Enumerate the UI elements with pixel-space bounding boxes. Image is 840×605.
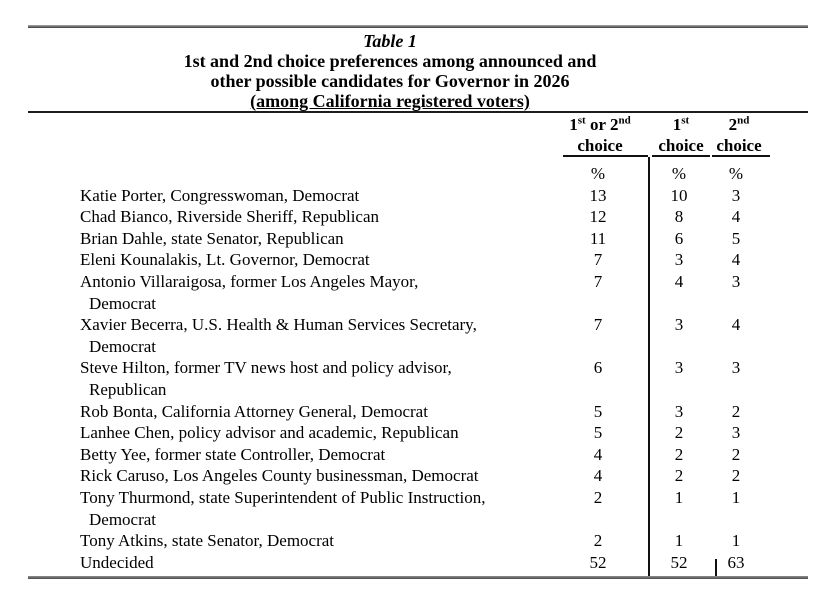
table-body: % % % Katie Porter, Congresswoman, Democ…	[28, 163, 768, 573]
second-choice-value: 2	[731, 401, 741, 421]
candidate-name: Tony Thurmond, state Superintendent of P…	[80, 487, 486, 529]
first-or-second-choice-value: 5	[593, 423, 603, 443]
first-or-second-choice-value: 4	[593, 466, 603, 486]
table-bottom-rule	[28, 576, 808, 579]
header-top-rule	[28, 111, 808, 113]
column-header-first-or-second-choice: 1st or 2nd choice	[552, 114, 648, 156]
first-choice-value: 2	[674, 423, 684, 443]
column-header-line1: 1st	[672, 114, 690, 134]
first-choice-value: 3	[674, 250, 684, 270]
table-row: Katie Porter, Congresswoman, Democrat 13…	[28, 185, 768, 207]
column-header-line1: 1st or 2nd	[569, 114, 631, 134]
candidate-name: Rob Bonta, California Attorney General, …	[80, 401, 428, 421]
first-or-second-choice-value: 4	[593, 444, 603, 464]
table-row: Rick Caruso, Los Angeles County business…	[28, 465, 768, 487]
second-choice-value: 2	[731, 444, 741, 464]
first-or-second-choice-value: 7	[593, 250, 603, 270]
second-choice-value: 3	[731, 423, 741, 443]
table-row: Antonio Villaraigosa, former Los Angeles…	[28, 271, 768, 314]
first-or-second-choice-value: 5	[593, 401, 603, 421]
candidate-name: Undecided	[80, 552, 154, 572]
column-header-line2: choice	[658, 136, 704, 155]
table-row: Rob Bonta, California Attorney General, …	[28, 401, 768, 423]
header-underline-col1	[563, 155, 648, 157]
candidate-name: Tony Atkins, state Senator, Democrat	[80, 531, 335, 551]
table-caption: Table 1	[363, 31, 417, 51]
first-choice-value: 1	[674, 531, 684, 551]
column-divider-line	[648, 157, 650, 577]
table-row: Brian Dahle, state Senator, Republican 1…	[28, 228, 768, 250]
bottom-cell-border-tick	[715, 559, 717, 577]
column-header-line2: choice	[716, 136, 762, 155]
second-choice-value: 2	[731, 466, 741, 486]
table-row: Eleni Kounalakis, Lt. Governor, Democrat…	[28, 249, 768, 271]
second-choice-value: 5	[731, 228, 741, 248]
second-choice-value: 4	[731, 207, 741, 227]
second-choice-value: 3	[731, 271, 741, 291]
second-choice-value: 1	[731, 531, 741, 551]
first-choice-value: 3	[674, 358, 684, 378]
first-choice-value: 4	[674, 271, 684, 291]
second-choice-value: 1	[731, 487, 741, 507]
first-or-second-choice-value: 11	[589, 228, 607, 248]
table-top-rule	[28, 25, 808, 28]
first-or-second-choice-value: 7	[593, 315, 603, 335]
percent-row: % % %	[28, 163, 768, 185]
table-row: Steve Hilton, former TV news host and po…	[28, 357, 768, 400]
first-choice-value: 3	[674, 401, 684, 421]
candidate-name: Katie Porter, Congresswoman, Democrat	[80, 185, 360, 205]
first-choice-value: 52	[670, 552, 688, 572]
header-underline-col2	[652, 155, 710, 157]
table-row: Tony Atkins, state Senator, Democrat 2 1…	[28, 530, 768, 552]
candidate-name: Rick Caruso, Los Angeles County business…	[80, 466, 479, 486]
second-choice-value: 63	[727, 552, 745, 572]
first-choice-value: 8	[674, 207, 684, 227]
table-row: Lanhee Chen, policy advisor and academic…	[28, 422, 768, 444]
second-choice-value: 4	[731, 250, 741, 270]
first-or-second-choice-value: 52	[589, 552, 607, 572]
candidate-name: Eleni Kounalakis, Lt. Governor, Democrat	[80, 250, 370, 270]
second-choice-value: 3	[731, 185, 741, 205]
candidate-name: Lanhee Chen, policy advisor and academic…	[80, 423, 459, 443]
first-or-second-choice-value: 2	[593, 531, 603, 551]
table-row: Undecided 52 52 63	[28, 552, 768, 574]
first-choice-value: 2	[674, 466, 684, 486]
candidate-name: Xavier Becerra, U.S. Health & Human Serv…	[80, 315, 477, 356]
first-choice-value: 1	[674, 487, 684, 507]
first-choice-value: 6	[674, 228, 684, 248]
table-row: Tony Thurmond, state Superintendent of P…	[28, 487, 768, 530]
candidate-name: Steve Hilton, former TV news host and po…	[80, 358, 452, 399]
candidate-name: Betty Yee, former state Controller, Demo…	[80, 444, 386, 464]
first-choice-value: 3	[674, 315, 684, 335]
first-or-second-choice-value: 13	[589, 185, 607, 205]
column-header-first-choice: 1st choice	[653, 114, 709, 156]
header-underline-col3	[712, 155, 770, 157]
column-header-line1: 2nd	[728, 114, 750, 134]
first-or-second-choice-value: 7	[593, 271, 603, 291]
candidate-name: Antonio Villaraigosa, former Los Angeles…	[80, 271, 419, 313]
column-header-second-choice: 2nd choice	[710, 114, 768, 156]
percent-sign: %	[590, 164, 606, 183]
first-choice-value: 10	[670, 185, 688, 205]
second-choice-value: 4	[731, 315, 741, 335]
table-title-line1: 1st and 2nd choice preferences among ann…	[183, 51, 597, 71]
candidate-name: Chad Bianco, Riverside Sheriff, Republic…	[80, 207, 380, 227]
table-subtitle: (among California registered voters)	[250, 91, 530, 111]
first-or-second-choice-value: 12	[589, 207, 607, 227]
first-or-second-choice-value: 6	[593, 358, 603, 378]
first-or-second-choice-value: 2	[593, 487, 603, 507]
table-row: Xavier Becerra, U.S. Health & Human Serv…	[28, 314, 768, 357]
percent-sign: %	[671, 164, 687, 183]
table-title-block: Table 1 1st and 2nd choice preferences a…	[28, 31, 752, 111]
candidate-name: Brian Dahle, state Senator, Republican	[80, 228, 344, 248]
table-row: Betty Yee, former state Controller, Demo…	[28, 444, 768, 466]
column-header-line2: choice	[577, 136, 623, 155]
percent-sign: %	[728, 164, 744, 183]
table-row: Chad Bianco, Riverside Sheriff, Republic…	[28, 206, 768, 228]
first-choice-value: 2	[674, 444, 684, 464]
second-choice-value: 3	[731, 358, 741, 378]
table-title-line2: other possible candidates for Governor i…	[210, 71, 570, 91]
